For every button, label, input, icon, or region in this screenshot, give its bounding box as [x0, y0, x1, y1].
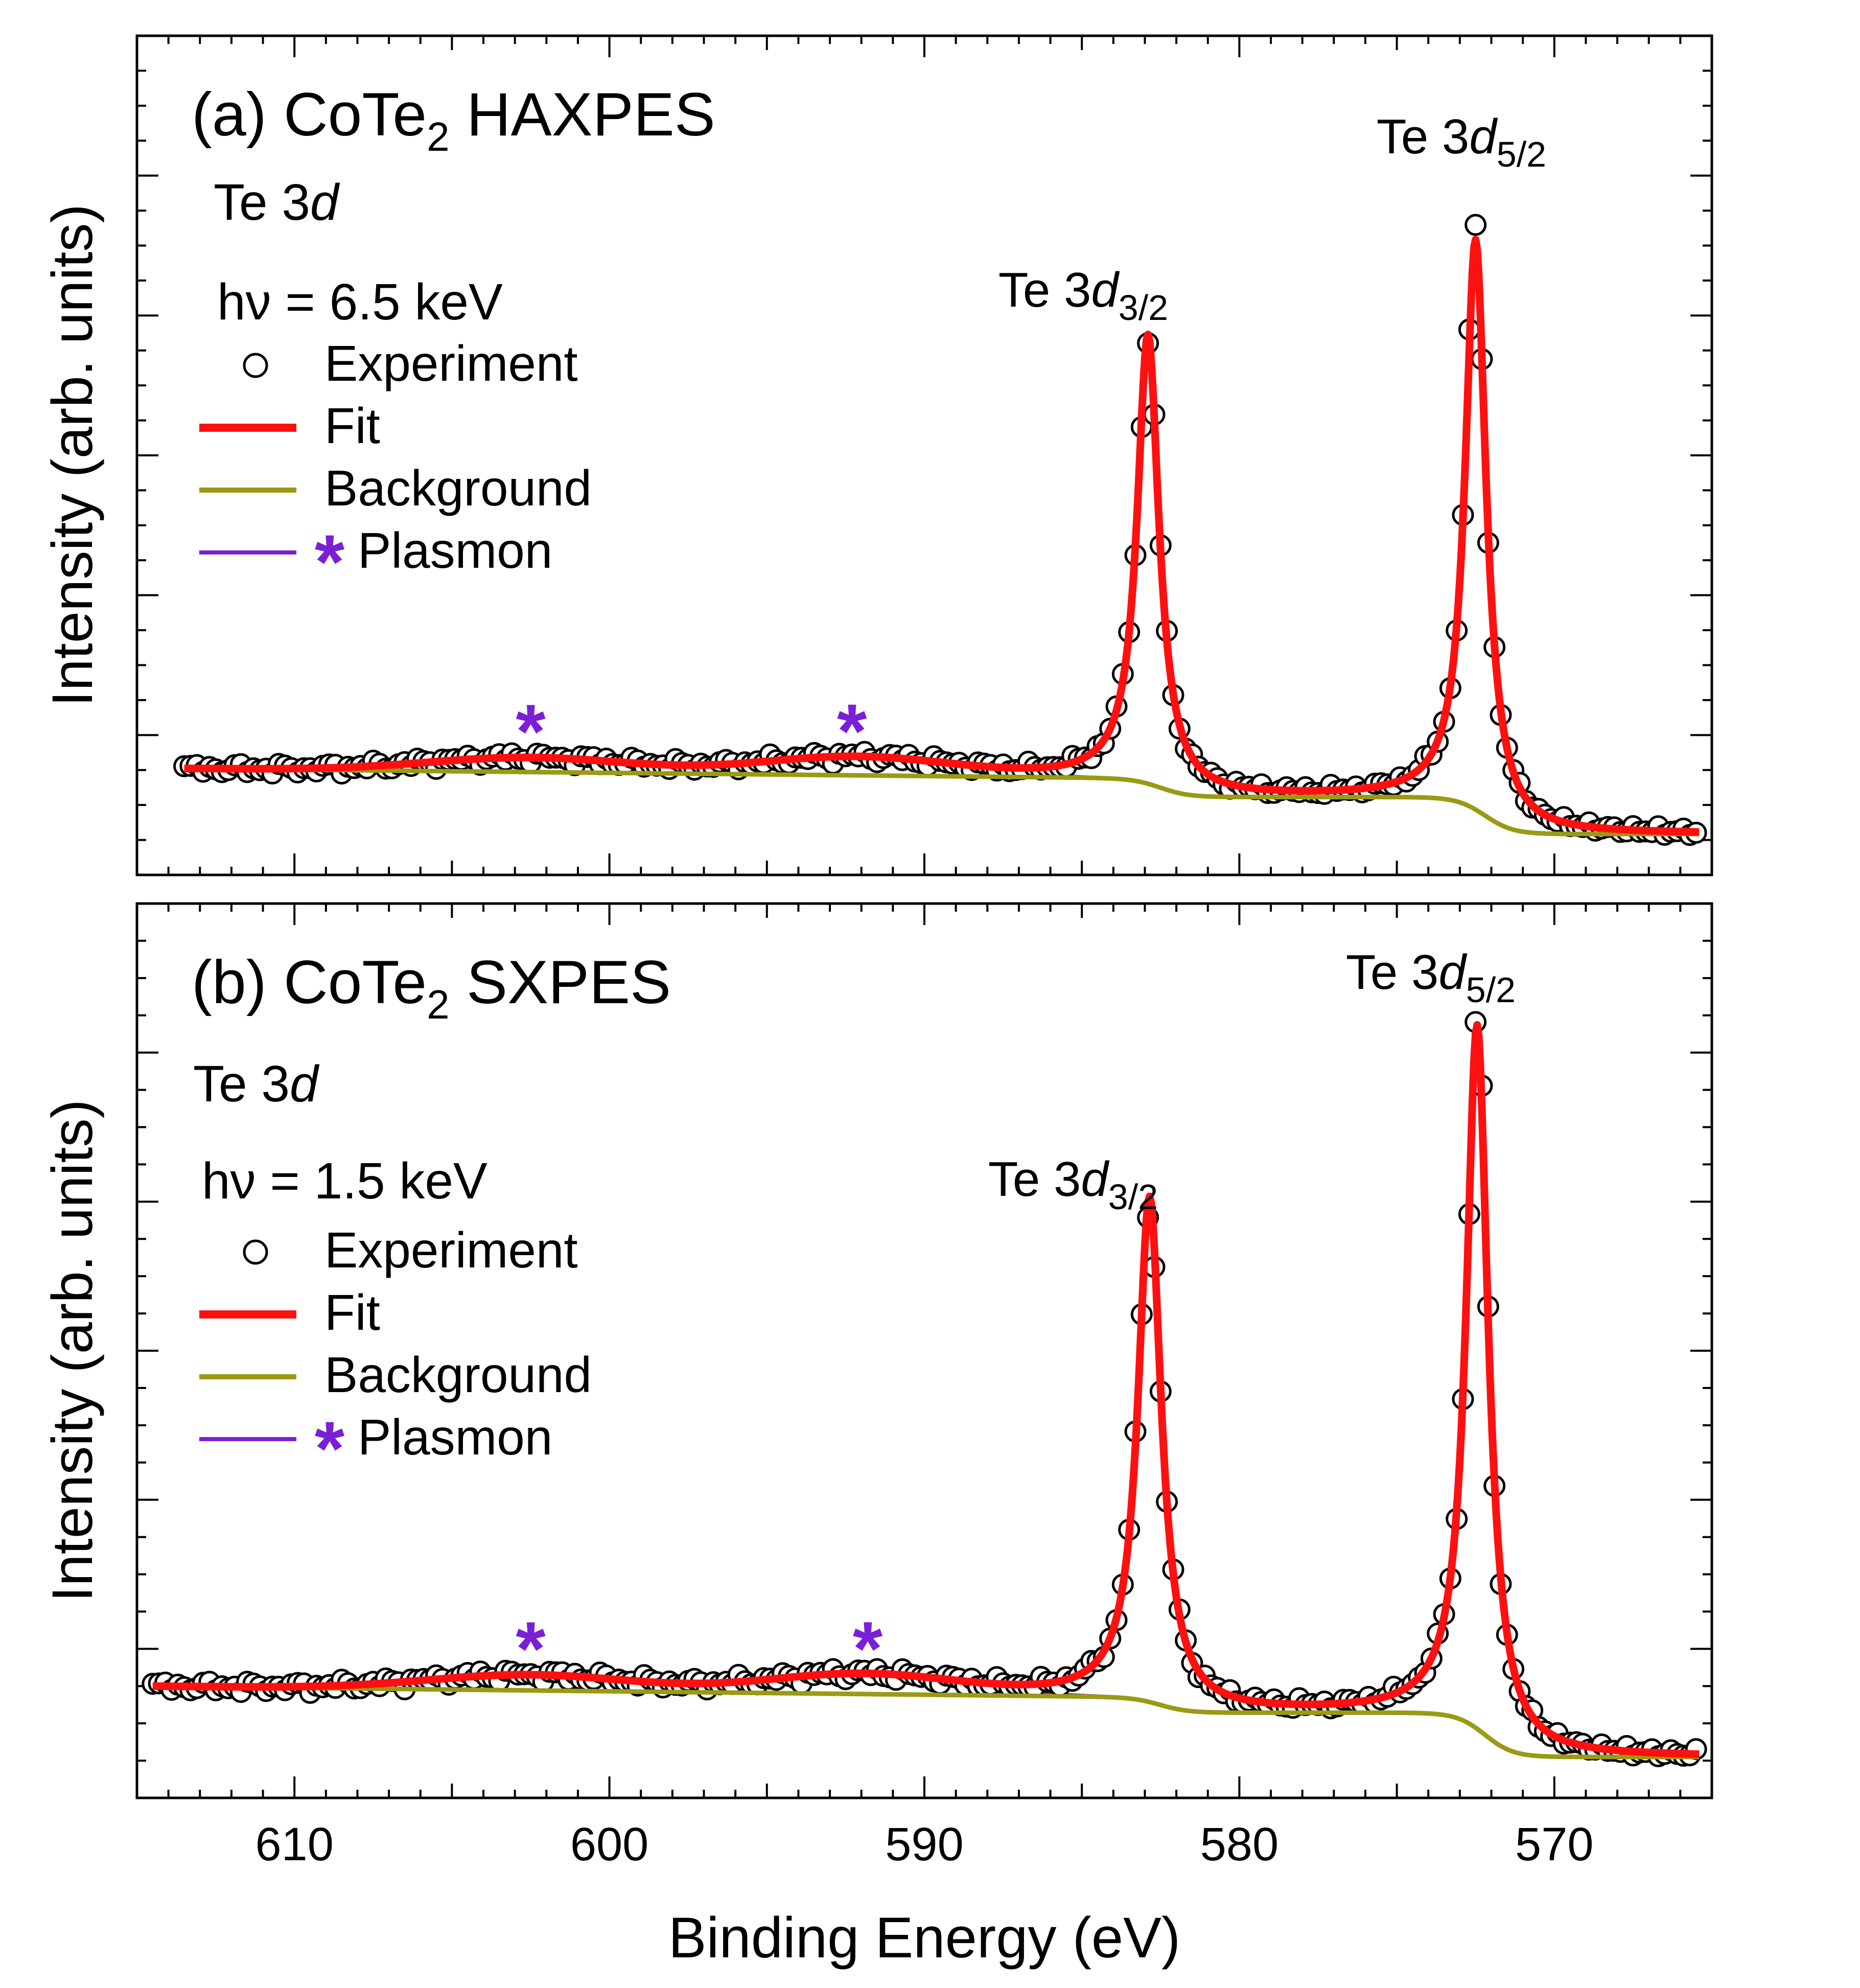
- plasmon-star-marker: *: [853, 1606, 883, 1692]
- background-line: [184, 766, 1700, 837]
- legend-plasmon-label: Plasmon: [358, 522, 552, 579]
- panel-title-suffix: SXPES: [450, 948, 671, 1016]
- core-level-italic: d: [310, 174, 340, 231]
- x-tick-label: 570: [1515, 1818, 1594, 1870]
- legend-fit-label: Fit: [324, 1284, 380, 1340]
- core-level-label: Te 3d: [193, 1055, 320, 1113]
- panel-title: (a) CoTe2 HAXPES: [192, 80, 715, 159]
- peak-label-italic: d: [1469, 109, 1498, 164]
- peak-label-subscript: 5/2: [1466, 970, 1516, 1010]
- legend-background-label: Background: [324, 1347, 592, 1403]
- panel-title-subscript: 2: [427, 114, 450, 159]
- y-axis-title: Intensity (arb. units): [40, 1099, 104, 1602]
- peak-label-subscript: 3/2: [1119, 288, 1168, 328]
- experiment-point: [1464, 214, 1487, 236]
- core-level-italic: d: [290, 1055, 320, 1113]
- legend-experiment-marker: [243, 1239, 268, 1265]
- peak-label: Te 3d5/2: [1377, 109, 1546, 174]
- plasmon-star-marker: *: [516, 1606, 546, 1692]
- photon-energy-label: hν = 6.5 keV: [217, 273, 503, 331]
- x-tick-label: 590: [885, 1818, 964, 1870]
- data-curves: [142, 214, 1707, 1767]
- x-tick-label: 600: [570, 1818, 649, 1870]
- peak-label-prefix: Te 3: [1346, 945, 1438, 1000]
- core-level-prefix: Te 3: [214, 174, 310, 231]
- panel-title-prefix: (a) CoTe: [192, 80, 427, 149]
- peak-label-italic: d: [1438, 945, 1467, 1000]
- peak-label-italic: d: [1081, 1152, 1109, 1207]
- legend-plasmon-label: Plasmon: [358, 1409, 552, 1465]
- legend-fit-label: Fit: [324, 398, 380, 454]
- peak-label: Te 3d3/2: [998, 263, 1168, 328]
- legend-plasmon-star: *: [315, 1405, 345, 1491]
- core-level-prefix: Te 3: [193, 1055, 290, 1113]
- peak-label-subscript: 3/2: [1108, 1177, 1158, 1217]
- fit-line: [182, 236, 1702, 836]
- fit-line: [150, 1021, 1702, 1758]
- peak-label: Te 3d5/2: [1346, 945, 1516, 1010]
- peak-label-prefix: Te 3: [998, 263, 1091, 317]
- peak-label-prefix: Te 3: [1377, 109, 1469, 164]
- peak-label-prefix: Te 3: [988, 1152, 1081, 1207]
- panel-title-prefix: (b) CoTe: [192, 948, 427, 1016]
- plasmon-star-marker: *: [837, 688, 867, 774]
- peak-label-subscript: 5/2: [1497, 134, 1546, 174]
- x-tick-label: 580: [1200, 1818, 1279, 1870]
- panel-title-suffix: HAXPES: [450, 80, 715, 149]
- y-axis-title: Intensity (arb. units): [40, 204, 104, 707]
- photon-energy-label: hν = 1.5 keV: [202, 1152, 487, 1210]
- panel-title: (b) CoTe2 SXPES: [192, 948, 671, 1027]
- panel-title-subscript: 2: [427, 982, 450, 1027]
- legend-experiment-label: Experiment: [324, 1222, 578, 1278]
- legend-background-label: Background: [324, 460, 592, 516]
- x-tick-label: 610: [255, 1818, 334, 1870]
- legend-experiment-marker: [243, 353, 268, 378]
- background-line: [152, 1684, 1700, 1760]
- core-level-label: Te 3d: [214, 174, 340, 231]
- legend-experiment-label: Experiment: [324, 335, 578, 391]
- legend-plasmon-star: *: [315, 519, 345, 605]
- peak-label: Te 3d3/2: [988, 1152, 1158, 1217]
- x-axis-title: Binding Energy (eV): [668, 1906, 1180, 1970]
- peak-label-italic: d: [1091, 263, 1120, 317]
- axis-ticks: [136, 36, 1713, 1798]
- plasmon-star-marker: *: [516, 688, 546, 774]
